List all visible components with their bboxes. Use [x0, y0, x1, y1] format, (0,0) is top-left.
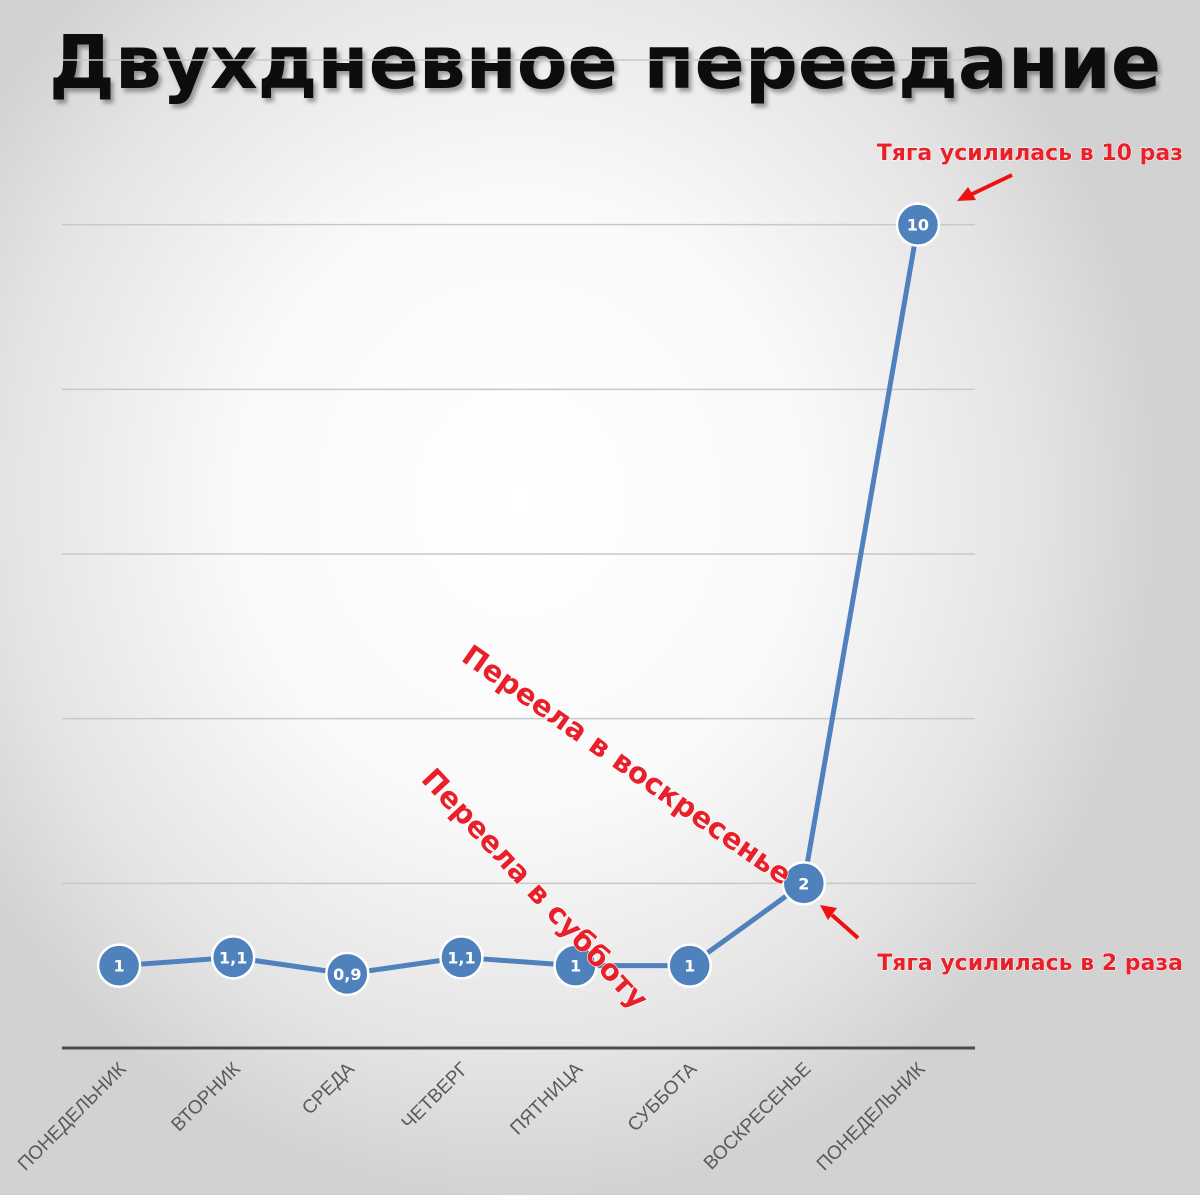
annotation-craving-x2: Тяга усилилась в 2 раза — [877, 951, 1183, 976]
data-point — [210, 935, 256, 980]
data-label: 10 — [907, 216, 929, 235]
arrow-to-sunday-icon — [820, 905, 860, 940]
arrow-to-peak-icon — [957, 173, 1013, 201]
data-label: 0,9 — [333, 965, 361, 984]
data-point — [553, 943, 598, 988]
data-label: 2 — [798, 874, 809, 893]
data-label: 1,1 — [219, 948, 247, 967]
x-axis-tick-labels: ПОНЕДЕЛЬНИК ВТОРНИК СРЕДА ЧЕТВЕРГ ПЯТНИЦА СУБ… — [14, 1058, 929, 1175]
data-label: 1 — [684, 957, 695, 976]
x-tick-label: ЧЕТВЕРГ — [398, 1059, 473, 1134]
x-tick-label: ПОНЕДЕЛЬНИК — [14, 1059, 131, 1176]
x-tick-label: СРЕДА — [298, 1058, 359, 1119]
data-point — [895, 202, 941, 247]
data-points: 1 1,1 0,9 1,1 1 1 2 10 — [96, 202, 941, 997]
data-point — [325, 951, 370, 997]
data-point — [96, 943, 142, 988]
x-tick-label: ВТОРНИК — [168, 1059, 245, 1136]
annotation-overate-saturday: Переела в субботу — [415, 762, 655, 1016]
chart-title: Двухдневное переедание — [49, 20, 1161, 106]
x-tick-label: ВОСКРЕСЕНЬЕ — [700, 1059, 815, 1174]
data-point — [439, 935, 484, 980]
data-label: 1 — [570, 957, 581, 976]
x-tick-label: СУББОТА — [624, 1058, 702, 1136]
x-tick-label: ПОНЕДЕЛЬНИК — [813, 1059, 930, 1176]
gridlines — [62, 59, 975, 885]
x-tick-label: ПЯТНИЦА — [506, 1058, 587, 1139]
data-label: 1,1 — [447, 948, 475, 967]
annotation-craving-x10: Тяга усилилась в 10 раз — [877, 141, 1183, 166]
data-point — [667, 943, 712, 988]
data-label: 1 — [113, 957, 124, 976]
data-point — [781, 861, 827, 906]
